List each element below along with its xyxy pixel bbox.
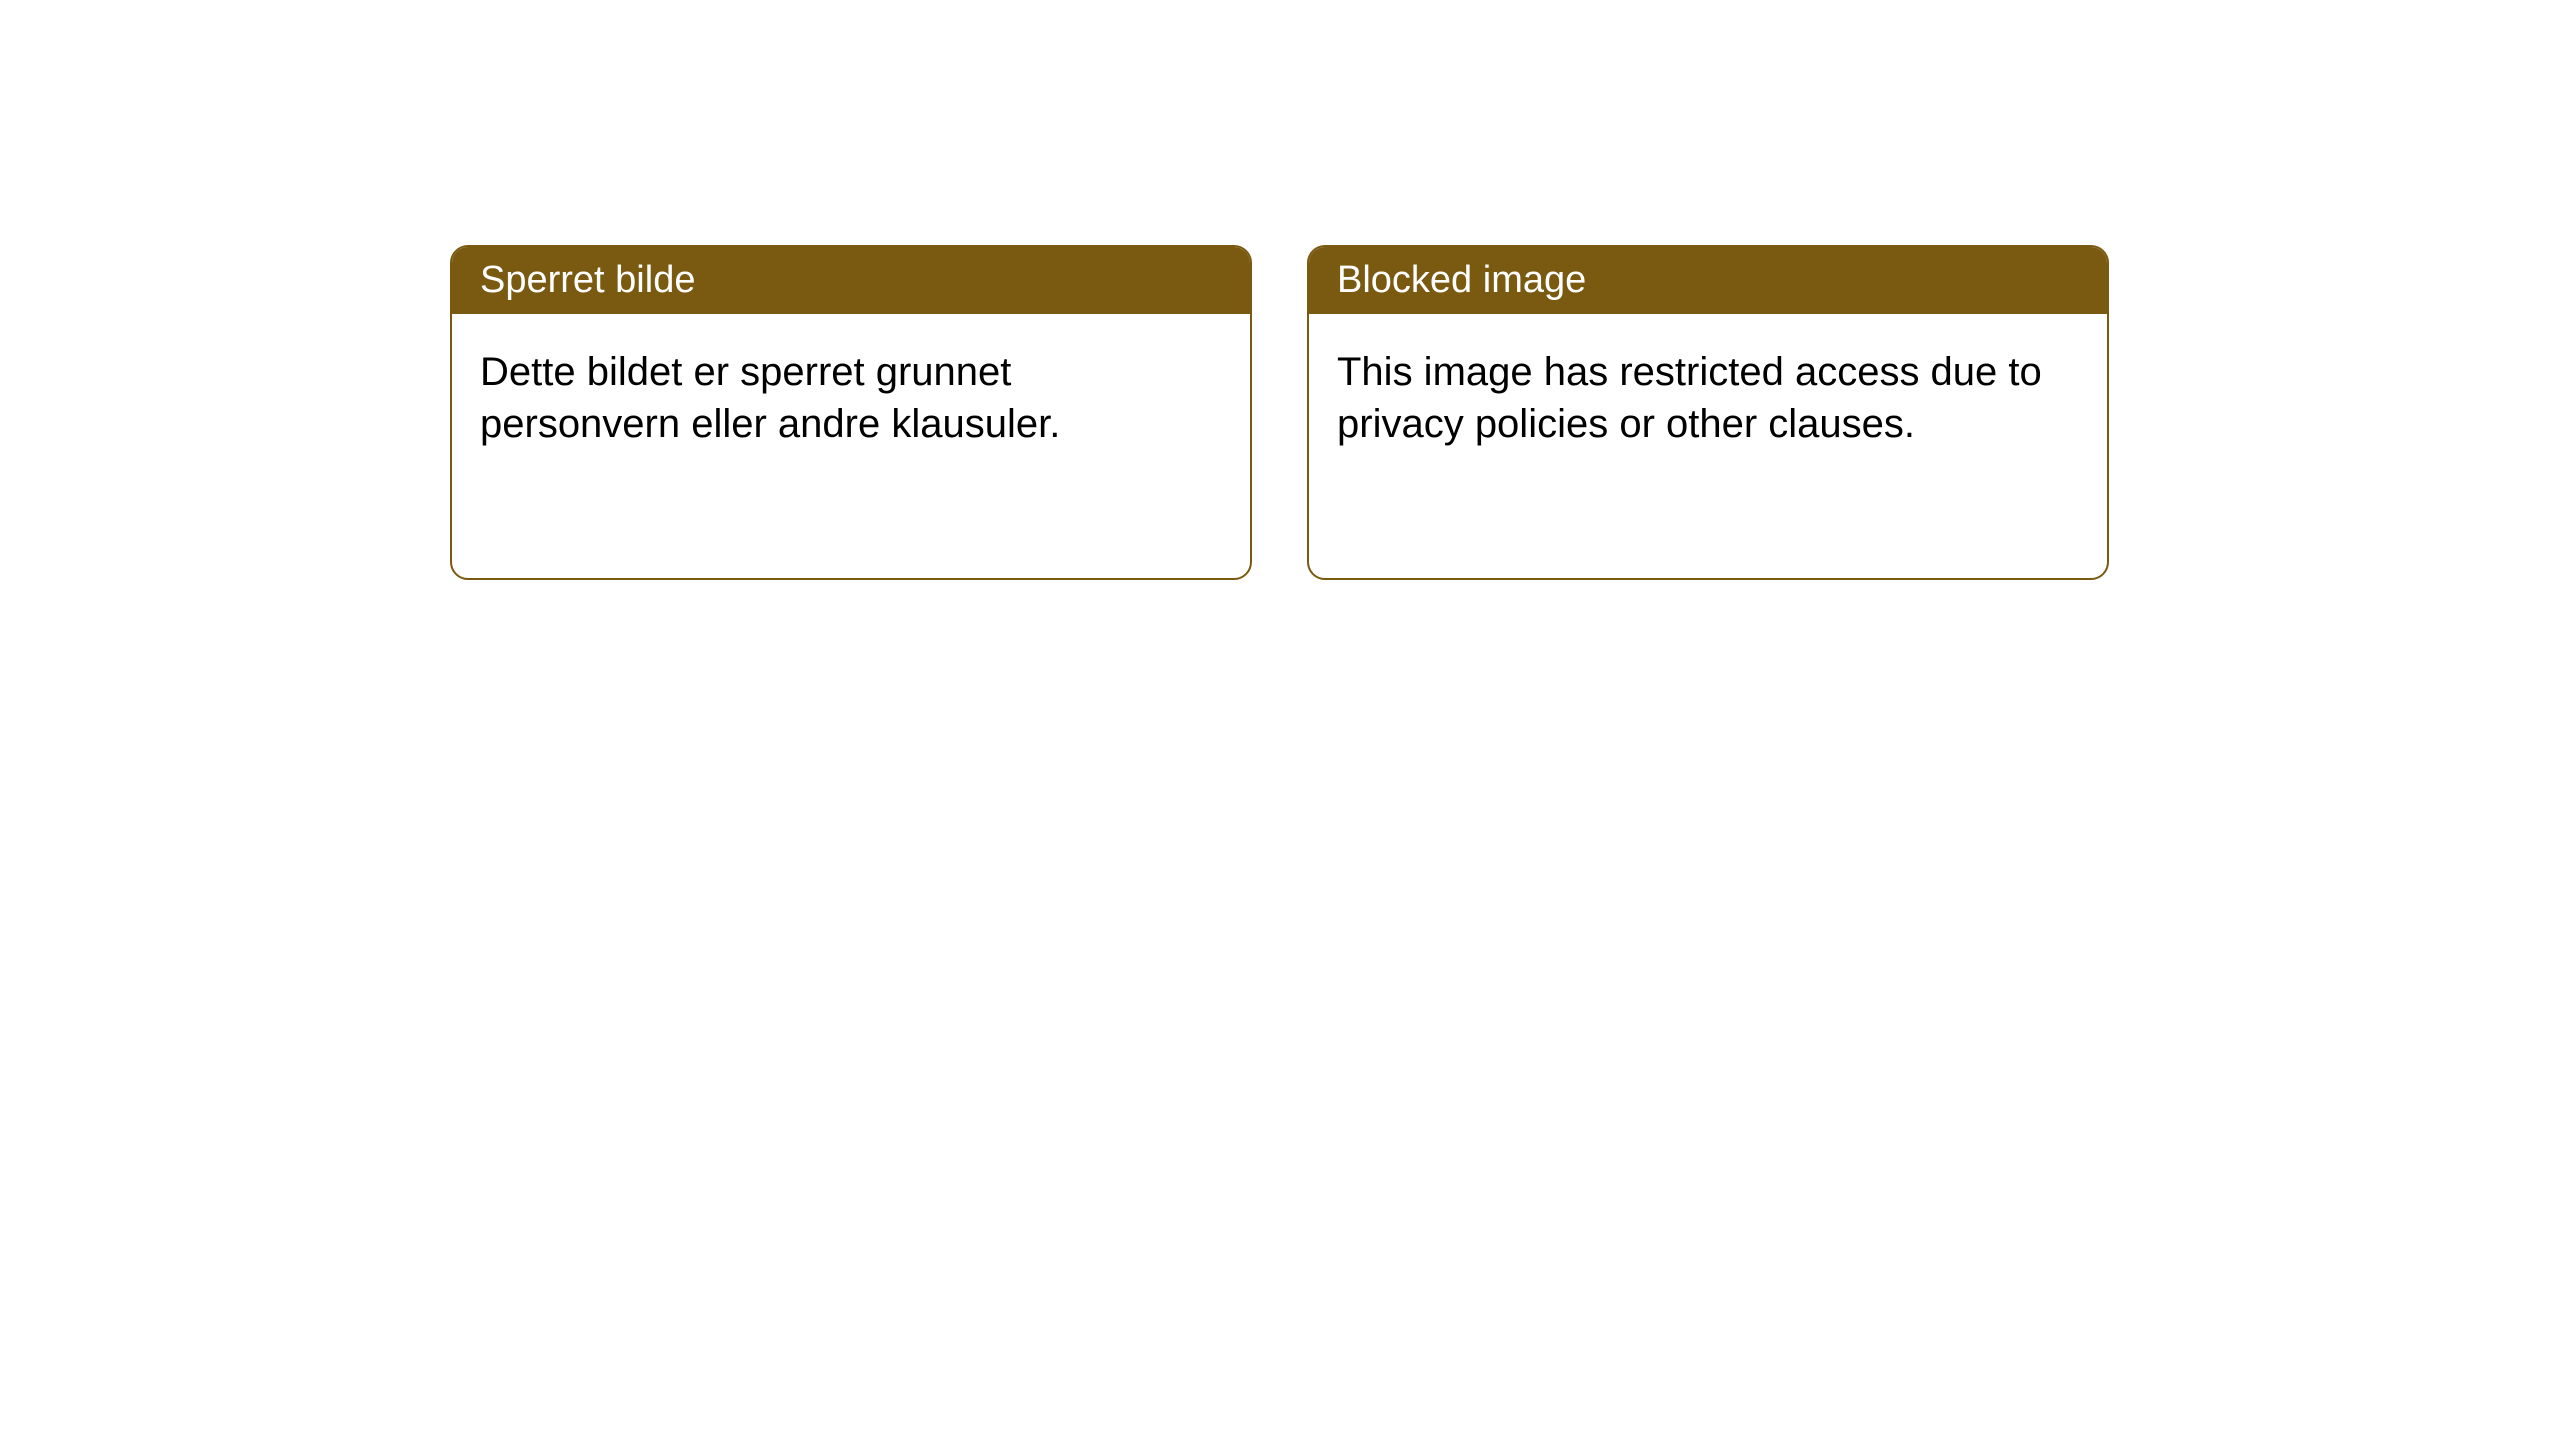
card-header: Blocked image xyxy=(1309,247,2107,314)
card-body-text: This image has restricted access due to … xyxy=(1337,350,2042,446)
card-title: Sperret bilde xyxy=(480,259,695,301)
card-title: Blocked image xyxy=(1337,259,1586,301)
card-header: Sperret bilde xyxy=(452,247,1250,314)
blocked-image-card-en: Blocked image This image has restricted … xyxy=(1307,245,2109,580)
card-body: This image has restricted access due to … xyxy=(1309,314,2107,482)
blocked-image-card-no: Sperret bilde Dette bildet er sperret gr… xyxy=(450,245,1252,580)
notice-cards-container: Sperret bilde Dette bildet er sperret gr… xyxy=(450,245,2109,580)
card-body-text: Dette bildet er sperret grunnet personve… xyxy=(480,350,1060,446)
card-body: Dette bildet er sperret grunnet personve… xyxy=(452,314,1250,482)
